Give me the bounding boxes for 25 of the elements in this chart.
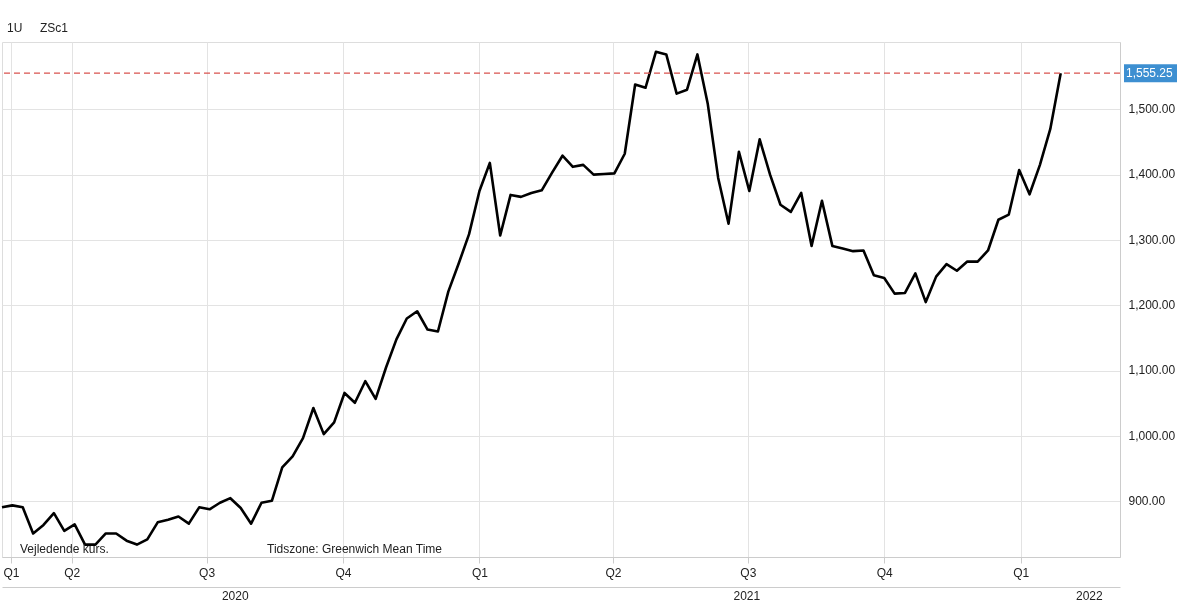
x-tick-label: Q2 — [64, 565, 81, 580]
x-tick-label: Q3 — [740, 565, 757, 580]
x2-tick-label: 2020 — [221, 588, 249, 603]
ref-line-label: 1,555.25 — [1126, 66, 1174, 81]
x2-tick-label: 2022 — [1076, 588, 1104, 603]
annotation: Vejledende kurs. — [20, 542, 109, 556]
x-tick-label: Q2 — [605, 565, 622, 580]
x-tick-label: Q3 — [199, 565, 216, 580]
x-tick-label: Q1 — [1013, 565, 1030, 580]
y-tick-label: 1,200.00 — [1128, 297, 1176, 312]
x-tick-label: Q4 — [876, 565, 894, 580]
y-tick-label: 1,400.00 — [1128, 167, 1176, 182]
x-tick-label: Q1 — [3, 565, 20, 580]
y-tick-label: 1,000.00 — [1128, 428, 1176, 443]
x2-tick-label: 2021 — [733, 588, 761, 603]
text: 1U — [7, 21, 23, 35]
text: ZSc1 — [40, 21, 69, 35]
annotation: Tidszone: Greenwich Mean Time — [267, 542, 443, 556]
y-tick-label: 1,300.00 — [1128, 232, 1176, 247]
y-tick-label: 900.00 — [1128, 493, 1166, 508]
y-tick-label: 1,100.00 — [1128, 363, 1176, 378]
x-tick-label: Q1 — [471, 565, 489, 580]
y-tick-label: 1,500.00 — [1128, 101, 1176, 116]
x-tick-label: Q4 — [335, 565, 352, 580]
line-series — [0, 50, 1062, 546]
